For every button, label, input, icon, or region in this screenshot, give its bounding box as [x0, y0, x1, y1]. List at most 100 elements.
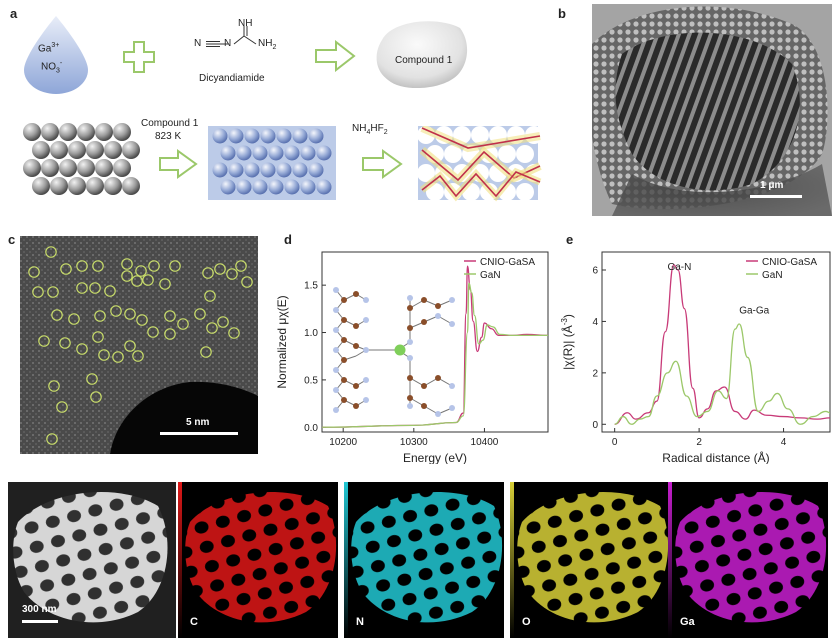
- ga-atom-marker: [121, 258, 133, 270]
- nitrogen-atom: [407, 295, 413, 301]
- panel-label-e: e: [566, 232, 574, 247]
- y-tick-label: 0.5: [304, 375, 318, 386]
- eds-map-image: [668, 482, 828, 638]
- nitrogen-atom: [333, 347, 339, 353]
- carbon-atom: [421, 383, 427, 389]
- series-line-CNIO-GaSA: [614, 264, 831, 425]
- nitrogen-atom: [363, 317, 369, 323]
- blue-sphere: [292, 128, 308, 144]
- blue-sphere: [316, 145, 332, 161]
- nitrogen-atom: [435, 411, 441, 417]
- gray-sphere: [23, 159, 41, 177]
- carbon-atom: [341, 377, 347, 383]
- dcd-atom-n2: N: [224, 38, 232, 49]
- gray-sphere: [77, 123, 95, 141]
- carbon-atom: [341, 357, 347, 363]
- nitrogen-atom: [407, 355, 413, 361]
- gray-sphere: [86, 141, 104, 159]
- blue-sphere: [316, 179, 332, 195]
- ga-atom-marker: [46, 433, 58, 445]
- y-axis-label: |χ(R)| (Å-3): [560, 314, 575, 370]
- blue-sphere: [284, 145, 300, 161]
- eds-element-label: N: [356, 616, 364, 628]
- ga-atom-marker: [177, 318, 189, 330]
- gray-sphere: [23, 123, 41, 141]
- eds-map-image: [344, 482, 504, 638]
- blue-sphere: [276, 162, 292, 178]
- eds-element-label: Ga: [680, 616, 695, 628]
- annotation-ga-n: Ga-N: [667, 262, 691, 273]
- legend-label: CNIO-GaSA: [762, 257, 817, 268]
- ga-atom-marker: [164, 328, 176, 340]
- color-bar: [178, 482, 182, 638]
- ga-atom-marker: [76, 343, 88, 355]
- scale-bar-label-f: 300 nm: [22, 604, 57, 615]
- nitrogen-atom: [333, 367, 339, 373]
- blue-sphere: [220, 145, 236, 161]
- ion-nitrate-text: NO: [41, 61, 56, 73]
- plot-frame: [321, 251, 549, 433]
- y-axis-label-end: ): [561, 314, 575, 318]
- panel-label-b: b: [558, 6, 566, 21]
- nitrogen-atom: [407, 339, 413, 345]
- ga-atom-marker: [68, 313, 80, 325]
- blue-sphere: [220, 179, 236, 195]
- carbon-atom: [435, 303, 441, 309]
- nitrogen-atom: [407, 403, 413, 409]
- scale-bar-label-c: 5 nm: [186, 417, 210, 428]
- ga-atom-marker: [159, 278, 171, 290]
- scale-bar-f: [22, 620, 58, 623]
- blue-sphere: [292, 162, 308, 178]
- carbon-atom: [407, 305, 413, 311]
- carbon-atom: [353, 343, 359, 349]
- gray-sphere: [86, 177, 104, 195]
- ga-atom-marker: [98, 349, 110, 361]
- compound-powder-image: [376, 21, 468, 89]
- carbon-atom: [353, 403, 359, 409]
- blue-sphere: [308, 128, 324, 144]
- ga-atom-marker: [48, 380, 60, 392]
- y-tick-label: 1.0: [304, 328, 318, 339]
- arrow-right-icon: [315, 40, 356, 72]
- ion-ga-charge: 3+: [51, 42, 60, 49]
- gray-sphere: [104, 177, 122, 195]
- blue-sphere: [252, 145, 268, 161]
- arrow-right-icon: [159, 149, 198, 179]
- blue-sphere: [300, 145, 316, 161]
- gallium-nitrate-drop: [24, 16, 88, 94]
- nitrogen-atom: [363, 397, 369, 403]
- ga-atom-marker: [90, 391, 102, 403]
- haadf-stem-image: 5 nm: [20, 236, 258, 454]
- ga-atom-marker: [131, 275, 143, 287]
- ga-atom-marker: [92, 331, 104, 343]
- ga-atom-marker: [206, 322, 218, 334]
- dicyandiamide-structure: [206, 26, 257, 47]
- gray-sphere: [77, 159, 95, 177]
- carbon-atom: [353, 291, 359, 297]
- plus-icon: [123, 41, 155, 73]
- step1-line2: 823 K: [155, 131, 182, 142]
- ga-atom-marker: [228, 327, 240, 339]
- series-line-GaN: [321, 282, 548, 428]
- nitrogen-atom: [333, 327, 339, 333]
- blue-sphere-array: [212, 128, 332, 195]
- ion-ga-text: Ga: [38, 43, 52, 55]
- scale-bar-b: [750, 195, 802, 198]
- pore: [471, 126, 489, 144]
- step1-line1: Compound 1: [141, 118, 199, 129]
- map-signal: [351, 492, 503, 623]
- eds-map-o: O: [510, 482, 670, 638]
- y-tick-label: 1.5: [304, 281, 318, 292]
- x-axis-label: Radical distance (Å): [662, 450, 769, 464]
- carbon-atom: [341, 317, 347, 323]
- ga-atom-marker: [28, 266, 40, 278]
- eds-map-n: N: [344, 482, 504, 638]
- blue-sphere: [244, 162, 260, 178]
- silica-sphere-template: [23, 123, 140, 195]
- legend-label: CNIO-GaSA: [480, 257, 535, 268]
- compound-label: Compound 1: [395, 55, 453, 66]
- plot-frame: [601, 251, 831, 433]
- gray-sphere: [104, 141, 122, 159]
- ga-atom-marker: [56, 401, 68, 413]
- carbon-atom: [353, 383, 359, 389]
